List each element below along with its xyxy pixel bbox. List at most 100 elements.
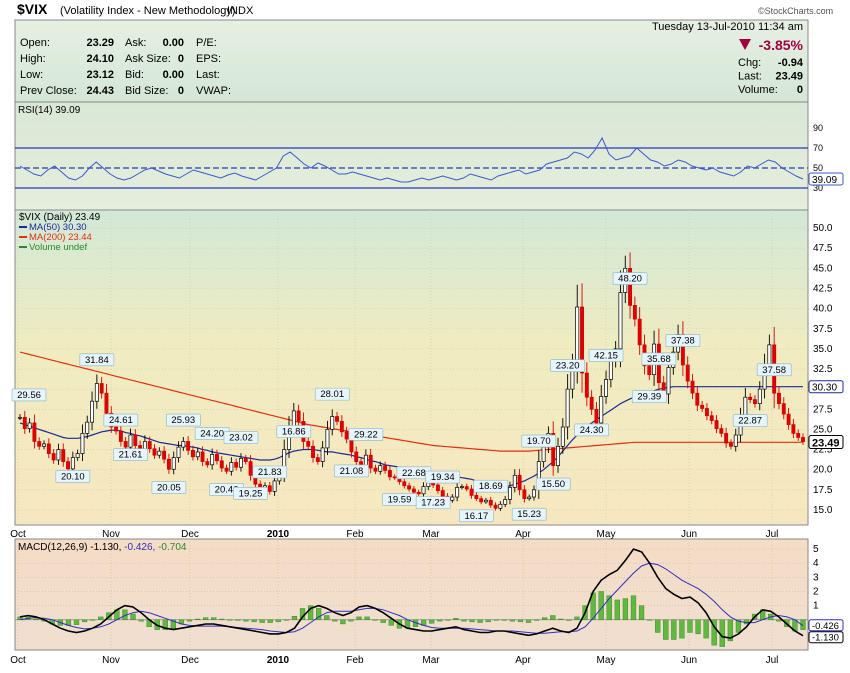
macd-panel (14, 538, 809, 651)
price-label-box (334, 464, 369, 478)
candle-body (743, 396, 748, 417)
price-annotation: 37.38 (671, 336, 695, 347)
quote-label: Volume: (738, 84, 778, 96)
macd-tick-label: 3 (813, 572, 819, 583)
exchange-text: INDX (227, 5, 254, 17)
candle-body (647, 365, 652, 375)
quote-label: VWAP: (196, 85, 231, 97)
candle-body (80, 433, 85, 454)
price-label-box (473, 479, 509, 493)
macd-hist-bar (324, 615, 330, 620)
candle-body (714, 420, 719, 429)
legend-entry: Volume undef (29, 242, 87, 253)
candle-body (690, 380, 695, 394)
macd-hist-bar (380, 619, 386, 623)
price-annotation: 48.20 (618, 274, 642, 285)
macd-title-main: MACD(12,26,9) -1.130, (18, 542, 121, 553)
price-label-box (252, 465, 288, 479)
candle-body (210, 454, 215, 466)
macd-hist-bar (453, 618, 459, 620)
candle-body (503, 499, 508, 505)
macd-hist-bar (695, 619, 701, 635)
macd-hist-bar (98, 616, 104, 620)
candle-body (354, 451, 359, 462)
macd-hist-bar (469, 619, 475, 623)
macd-signal-box (808, 619, 844, 632)
macd-title-hist: -0.704 (158, 542, 187, 553)
candle-body (190, 449, 195, 458)
candle-body (416, 491, 421, 495)
macd-hist-bar (485, 619, 491, 623)
x-axis-macd: Oct Nov Dec 2010 Feb Mar Apr May Jun Jul (10, 655, 778, 666)
quote-value: 23.12 (86, 69, 114, 81)
quote-label: Open: (20, 37, 50, 49)
price-tick-label: 50.0 (813, 223, 833, 234)
macd-hist-bar (194, 618, 201, 620)
macd-hist-bar (461, 619, 467, 622)
candle-body (781, 403, 786, 415)
macd-hist-bar (275, 619, 281, 623)
ma200-line (19, 351, 804, 452)
macd-hist-bar (316, 608, 322, 620)
candle-body (296, 410, 301, 422)
x-axis-main: Oct Nov Dec 2010 Feb Mar Apr May Jun Jul (10, 529, 778, 540)
candle-body (796, 433, 801, 438)
macd-x-tick-label: Dec (181, 655, 199, 666)
candle-body (440, 490, 445, 497)
macd-hist-bar (251, 619, 257, 623)
candle-body (757, 388, 762, 404)
macd-hist-bar (33, 618, 39, 620)
candle-body (157, 450, 162, 456)
macd-hist-bar (291, 616, 298, 620)
candle-body (94, 383, 99, 402)
x-tick-label: May (597, 529, 616, 540)
candle-body (46, 443, 51, 454)
candle-body (517, 474, 522, 491)
candle-body (22, 416, 27, 429)
quote-label: P/E: (196, 37, 217, 49)
macd-signal-line (19, 562, 804, 634)
candle-body (162, 450, 167, 460)
price-tick-label: 37.5 (813, 324, 833, 335)
candle-body (724, 433, 729, 444)
candle-body (392, 476, 397, 479)
quote-label: High: (20, 53, 46, 65)
macd-hist-bar (550, 615, 556, 620)
quote-label: Bid Size: (125, 85, 168, 97)
price-annotation: 29.56 (17, 390, 41, 401)
price-tick-label: 42.5 (813, 283, 833, 294)
legend-entry: MA(200) 23.44 (29, 232, 92, 243)
candle-body (378, 465, 383, 472)
candle-body (200, 451, 205, 462)
candle-body (114, 426, 119, 432)
candle-body (181, 441, 186, 448)
candle-body (767, 344, 772, 366)
candle-body (455, 487, 460, 498)
candle-body (335, 416, 339, 422)
quote-label: Last: (738, 71, 762, 83)
macd-hist-bar (348, 619, 354, 622)
price-label-box (521, 434, 557, 448)
macd-x-tick-label: May (597, 655, 616, 666)
price-annotation: 19.34 (431, 472, 455, 483)
macd-hist-bar (235, 619, 241, 621)
candle-body (402, 481, 407, 487)
price-label-box (348, 428, 384, 441)
x-tick-label: Dec (181, 529, 199, 540)
candle-body (488, 499, 493, 506)
quote-value: 24.43 (86, 85, 114, 97)
macd-tick-label: 1 (813, 601, 819, 612)
price-tick-label: 22.5 (813, 445, 833, 456)
x-tick-label: Oct (10, 529, 26, 540)
macd-signal-label: -0.426 (812, 621, 839, 632)
macd-hist-bar (493, 619, 499, 621)
macd-hist-bar (525, 619, 532, 623)
candle-body (349, 438, 354, 453)
price-chart: 50.047.545.042.540.037.535.032.530.027.5… (11, 210, 844, 525)
candle-body (479, 498, 484, 503)
candle-body (575, 306, 580, 366)
candle-body (565, 388, 570, 428)
price-annotation: 35.68 (647, 354, 671, 365)
price-annotation: 21.83 (258, 467, 282, 478)
price-annotation: 16.86 (282, 427, 306, 438)
